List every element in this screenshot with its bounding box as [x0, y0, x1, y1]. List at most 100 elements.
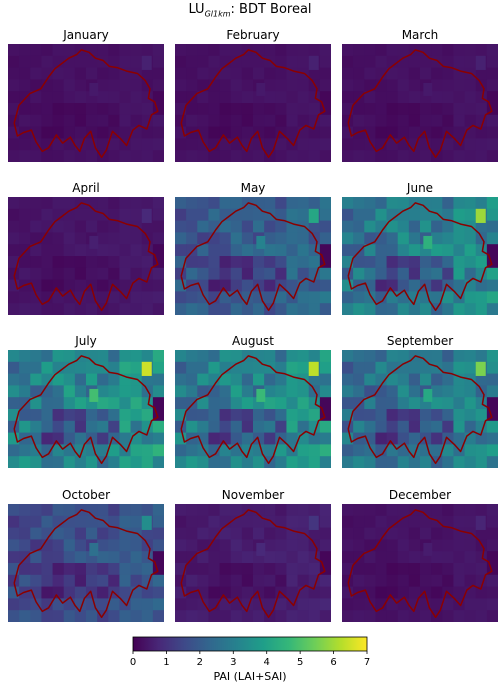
map-cell [74, 79, 87, 92]
map-cell [486, 598, 498, 611]
map-cell [442, 103, 455, 116]
map-cell [86, 55, 98, 69]
map-cell [219, 563, 232, 576]
map-cell [353, 103, 365, 116]
map-cell [386, 598, 399, 611]
map-cell [119, 232, 132, 245]
map-cell [342, 539, 354, 552]
map-cell [364, 397, 377, 410]
map-cell [52, 539, 65, 552]
map-cell [108, 385, 121, 398]
map-cell [141, 397, 154, 410]
map-cell [297, 610, 310, 622]
map-cell [442, 350, 455, 363]
map-cell [264, 91, 276, 104]
map-cell [297, 444, 310, 457]
map-cell [264, 197, 276, 210]
map-cell [253, 197, 265, 210]
map-cell [152, 103, 164, 116]
map-cell [364, 138, 377, 151]
map-cell [141, 220, 154, 233]
map-cell [386, 574, 399, 588]
map-cell [364, 551, 377, 564]
map-cell [386, 138, 399, 151]
map-cell [319, 220, 331, 233]
map-cell [63, 303, 76, 315]
map-cell [130, 267, 143, 281]
map-cell [486, 610, 498, 622]
map-cell [442, 267, 455, 281]
map-cell [86, 420, 98, 434]
map-cell [30, 114, 43, 128]
map-cell [230, 91, 243, 104]
map-cell [8, 563, 20, 576]
map-cell [86, 361, 98, 375]
map-cell [420, 303, 432, 315]
map-cell [130, 574, 143, 588]
map-cell [275, 420, 288, 434]
map-cell [52, 244, 65, 257]
map-cell [19, 220, 31, 233]
map-cell [63, 220, 76, 233]
map-cell [41, 551, 54, 564]
map-cell [186, 539, 198, 552]
hotspot-cell [308, 208, 319, 223]
map-cell [308, 574, 321, 588]
map-cell [241, 244, 254, 257]
panel-title-october: October [61, 488, 111, 502]
map-cell [8, 361, 20, 375]
map-cell [63, 197, 76, 210]
map-cell [275, 79, 288, 92]
map-cell [186, 197, 198, 210]
map-cell [30, 67, 43, 80]
map-cell [319, 551, 331, 564]
map-cell [19, 267, 31, 281]
map-cell [175, 527, 187, 540]
map-cell [486, 208, 498, 222]
map-cell [453, 504, 466, 517]
map-cell [175, 79, 187, 92]
map-cell [63, 420, 76, 434]
map-cell [208, 67, 221, 80]
map-cell [464, 55, 477, 69]
panel-title-november: November [221, 488, 285, 502]
map-cell [264, 244, 276, 257]
map-cell [241, 267, 254, 281]
map-cell [475, 551, 488, 564]
map-cell [486, 79, 498, 92]
map-cell [86, 138, 98, 151]
map-cell [175, 55, 187, 69]
map-cell [41, 303, 54, 315]
map-cell [386, 385, 399, 398]
map-cell [52, 79, 65, 92]
map-cell [408, 563, 421, 576]
map-cell [353, 504, 365, 517]
map-cell [230, 350, 243, 363]
map-cell [19, 79, 31, 92]
map-cell [475, 586, 488, 599]
map-cell [442, 420, 455, 434]
map-cell [219, 220, 232, 233]
map-cell [453, 527, 466, 540]
map-cell [386, 420, 399, 434]
map-cell [219, 208, 232, 222]
map-cell [386, 91, 399, 104]
map-cell [119, 586, 132, 599]
map-cell [19, 397, 31, 410]
map-cell [219, 67, 232, 80]
map-cell [353, 267, 365, 281]
map-cell [342, 574, 354, 588]
map-cell [30, 527, 43, 540]
map-cell [175, 610, 187, 622]
map-cell [275, 610, 288, 622]
map-cell [74, 385, 87, 398]
map-cell [431, 291, 443, 304]
map-cell [397, 208, 410, 222]
map-cell [63, 385, 76, 398]
map-cell [319, 256, 331, 269]
map-cell [431, 256, 443, 269]
map-cell [375, 409, 388, 422]
panel-title-february: February [226, 28, 280, 42]
map-cell [486, 279, 498, 292]
map-cell [353, 515, 365, 529]
